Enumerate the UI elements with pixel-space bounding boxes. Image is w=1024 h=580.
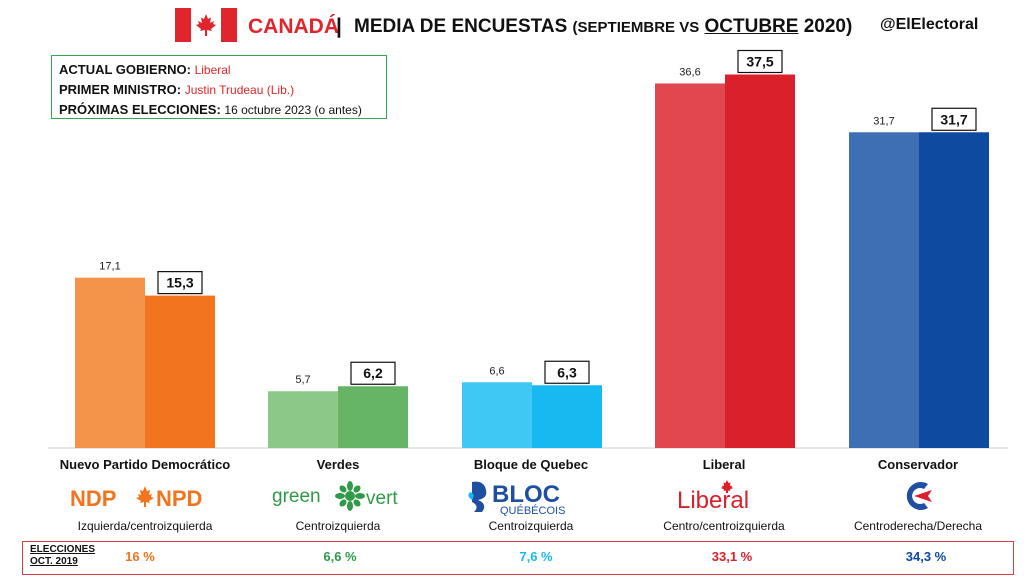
label-sep-liberal: 36,6 <box>679 66 700 78</box>
bar-sep-ndp <box>75 277 145 448</box>
label-box-oct-liberal <box>737 49 783 74</box>
bar-sep-liberal <box>655 83 725 449</box>
label-box-oct-green <box>350 361 396 385</box>
gov-label: ACTUAL GOBIERNO: <box>59 62 191 77</box>
label-box-oct-conservative <box>931 107 977 131</box>
ndp-maple-logo-icon: NDP NPD <box>70 486 202 511</box>
svg-text:Liberal: Liberal <box>677 487 749 514</box>
ideology-bloc: Centroizquierda <box>488 519 574 533</box>
ideology-conservative: Centroderecha/Derecha <box>853 519 983 533</box>
label-box-oct-bloc <box>544 360 590 384</box>
title-separator: | <box>336 15 342 38</box>
label-oct-bloc: 6,3 <box>557 364 577 380</box>
bar-oct-conservative <box>919 132 989 448</box>
party-name-ndp: Nuevo Partido Democrático <box>59 457 231 472</box>
info-row-government: ACTUAL GOBIERNO: Liberal <box>59 60 379 80</box>
pm-value: Justin Trudeau (Lib.) <box>184 83 295 97</box>
label-box-oct-ndp <box>157 271 203 295</box>
green-flower-logo-icon: green vert <box>272 481 398 511</box>
election-result-liberal: 33,1 % <box>711 549 753 564</box>
elections-label-line2: OCT. 2019 <box>30 556 78 567</box>
bar-oct-bloc <box>532 385 602 448</box>
elections-label-line1: ELECCIONES <box>30 544 96 555</box>
ideology-ndp: Izquierda/centroizquierda <box>77 519 213 533</box>
elections-2019-box <box>22 541 1014 575</box>
green-logo: green vert <box>272 478 412 514</box>
title-month: OCTUBRE <box>704 16 799 37</box>
bloc-quebecois-logo-icon: BLOC QUÉBÉCOIS <box>468 481 565 517</box>
pm-label: PRIMER MINISTRO: <box>59 82 182 97</box>
label-oct-conservative: 31,7 <box>940 111 967 127</box>
party-name-liberal: Liberal <box>702 457 746 472</box>
gov-value: Liberal <box>194 63 231 77</box>
bar-chart: 17,1 15,3 5,7 6,2 6,6 6,3 36,6 37,5 31,7 31,7 <box>48 49 1008 449</box>
label-oct-liberal: 37,5 <box>746 54 773 70</box>
election-result-bloc: 7,6 % <box>519 549 553 564</box>
title-paren-close: 2020) <box>803 16 853 37</box>
ideology-liberal: Centro/centroizquierda <box>663 519 785 533</box>
elections-2019-label: ELECCIONES OCT. 2019 <box>30 544 95 568</box>
ndp-logo: NDP NPD <box>70 478 220 514</box>
party-name-conservative: Conservador <box>877 457 959 472</box>
election-result-green: 6,6 % <box>323 549 357 564</box>
next-value: 16 octubre 2023 (o antes) <box>224 103 362 117</box>
label-oct-green: 6,2 <box>363 365 383 381</box>
svg-text:NPD: NPD <box>156 486 202 511</box>
conservative-c-logo-icon <box>906 482 932 510</box>
election-result-ndp: 16 % <box>125 549 155 564</box>
label-sep-bloc: 6,6 <box>489 365 504 377</box>
party-name-bloc: Bloque de Quebec <box>473 457 589 472</box>
title-paren-open: (SEPTIEMBRE VS <box>572 18 700 36</box>
label-sep-conservative: 31,7 <box>873 115 894 127</box>
svg-text:QUÉBÉCOIS: QUÉBÉCOIS <box>500 504 565 516</box>
twitter-handle: @ElElectoral <box>880 16 979 33</box>
chart-title: MEDIA DE ENCUESTAS (SEPTIEMBRE VS OCTUBR… <box>354 12 852 42</box>
bar-oct-ndp <box>145 295 215 448</box>
bar-sep-conservative <box>849 132 919 448</box>
ideology-green: Centroizquierda <box>295 519 381 533</box>
title-main-text: MEDIA DE ENCUESTAS <box>354 16 568 37</box>
svg-text:NDP: NDP <box>70 486 116 511</box>
svg-text:green: green <box>272 486 321 507</box>
info-box: ACTUAL GOBIERNO: Liberal PRIMER MINISTRO… <box>51 55 387 119</box>
bar-oct-liberal <box>725 74 795 448</box>
label-oct-ndp: 15,3 <box>166 275 193 291</box>
bar-sep-bloc <box>462 382 532 448</box>
label-sep-ndp: 17,1 <box>99 261 120 273</box>
bar-oct-green <box>338 386 408 448</box>
election-result-conservative: 34,3 % <box>905 549 947 564</box>
liberal-maple-logo-icon: Liberal <box>677 480 749 514</box>
country-title: CANADÁ <box>248 15 339 38</box>
conservative-logo <box>898 478 938 514</box>
next-label: PRÓXIMAS ELECCIONES: <box>59 102 221 117</box>
bar-sep-green <box>268 391 338 448</box>
label-sep-green: 5,7 <box>295 374 310 386</box>
party-name-green: Verdes <box>316 457 360 472</box>
bloc-logo: BLOC QUÉBÉCOIS <box>466 478 596 517</box>
liberal-logo: Liberal <box>675 478 775 514</box>
canada-flag-icon <box>175 8 237 42</box>
svg-text:vert: vert <box>366 488 398 509</box>
info-row-next-election: PRÓXIMAS ELECCIONES: 16 octubre 2023 (o … <box>59 100 379 120</box>
svg-text:BLOC: BLOC <box>492 481 560 508</box>
info-row-pm: PRIMER MINISTRO: Justin Trudeau (Lib.) <box>59 80 379 100</box>
